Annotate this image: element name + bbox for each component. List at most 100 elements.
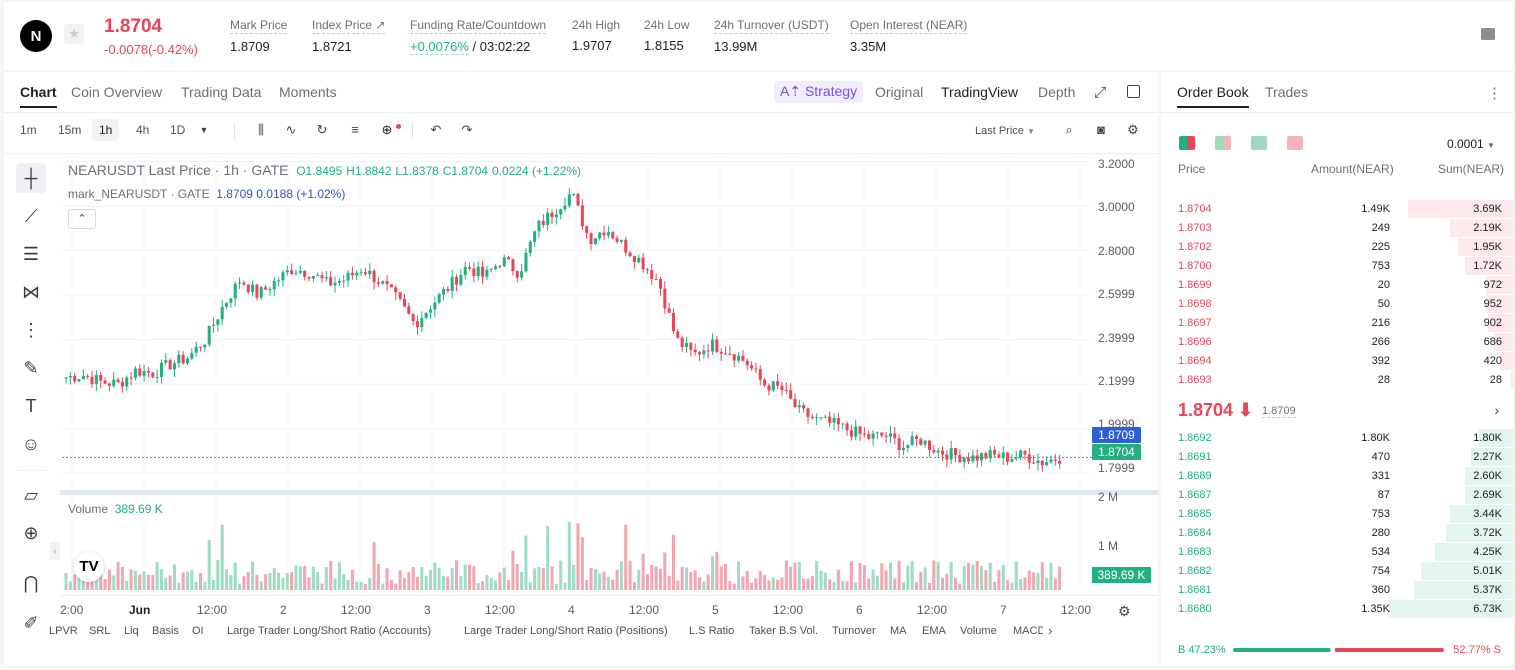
pattern-icon[interactable]: ⋈ [22,281,40,302]
add-indicator-icon[interactable]: ⊕ [381,122,393,137]
ask-row[interactable]: 1.8694 392 420 [1161,352,1513,371]
text-icon[interactable]: T [25,395,37,416]
tab-moments[interactable]: Moments [279,84,337,100]
emoji-icon[interactable]: ☺ [21,433,41,454]
bid-row[interactable]: 1.8687 87 2.69K [1161,486,1513,505]
view-depth[interactable]: Depth [1038,84,1076,100]
bid-row[interactable]: 1.8681 360 5.37K [1161,581,1513,600]
bid-row[interactable]: 1.8680 1.35K 6.73K [1161,600,1513,619]
precision-select[interactable]: 0.0001 ▼ [1447,137,1495,151]
settings-gear-icon[interactable]: ⚙ [1127,122,1139,137]
measure-lines-icon[interactable]: ⋮ [22,319,40,340]
redo-icon[interactable]: ↷ [461,122,473,137]
ask-row[interactable]: 1.8702 225 1.95K [1161,238,1513,257]
favorite-star-icon[interactable]: ★ [64,24,84,44]
fullscreen-icon[interactable]: ⤢ [1094,84,1107,101]
tf-15m[interactable]: 15m [58,123,82,137]
chevron-right-icon[interactable]: › [1494,402,1499,418]
indicator-ema[interactable]: EMA [922,625,946,637]
indicator-ltlsr-accounts[interactable]: Large Trader Long/Short Ratio (Accounts) [227,625,432,637]
indicator-oi[interactable]: OI [192,625,204,637]
indicator-ltlsr-positions[interactable]: Large Trader Long/Short Ratio (Positions… [464,625,668,637]
bid-row[interactable]: 1.8685 753 3.44K [1161,505,1513,524]
indicator-macd[interactable]: MACD [1013,625,1043,637]
price-chart[interactable] [4,72,1158,665]
more-icon[interactable]: ⋮ [1487,85,1502,102]
fib-icon[interactable]: ☰ [22,243,40,264]
chevron-right-icon[interactable]: › [1048,623,1053,638]
tab-order-book[interactable]: Order Book [1177,84,1249,108]
ask-row[interactable]: 1.8700 753 1.72K [1161,257,1513,276]
lock-draw-icon[interactable]: ✐ [23,612,39,633]
tf-4h[interactable]: 4h [136,123,150,137]
tab-trades[interactable]: Trades [1265,84,1309,100]
stat-label[interactable]: Mark Price [230,18,288,34]
stat-label[interactable]: Open Interest (NEAR) [850,18,968,34]
indicator-lpvr[interactable]: LPVR [49,625,78,637]
candle-type-icon[interactable]: ⫼ [258,122,264,137]
tab-chart[interactable]: Chart [20,84,57,108]
tf-1h[interactable]: 1h [92,119,120,141]
ask-row[interactable]: 1.8698 50 952 [1161,295,1513,314]
zoom-in-icon[interactable]: ⊕ [23,522,39,543]
layout-icon[interactable]: ≡ [351,122,359,137]
ask-row[interactable]: 1.8693 28 28 [1161,371,1513,390]
indicator-srl[interactable]: SRL [89,625,111,637]
collapse-toolbar-icon[interactable]: ‹ [50,542,60,560]
book-asks-view-icon[interactable] [1287,136,1303,150]
vol-tick: 2 M [1098,490,1119,504]
undo-icon[interactable]: ↶ [430,122,442,137]
tradingview-logo[interactable]: TV [74,552,104,582]
candle-down [138,368,142,376]
trend-line-icon[interactable]: ⟋ [24,205,38,226]
search-icon[interactable]: ⌕ [1065,122,1073,137]
axis-settings-icon[interactable]: ⚙ [1118,603,1131,619]
indicator-turnover[interactable]: Turnover [832,625,876,637]
bid-row[interactable]: 1.8684 280 3.72K [1161,524,1513,543]
candle-down [680,337,684,348]
indicator-liq[interactable]: Liq [124,625,139,637]
bid-row[interactable]: 1.8692 1.80K 1.80K [1161,429,1513,448]
ask-row[interactable]: 1.8699 20 972 [1161,276,1513,295]
volume-bar [1027,570,1031,590]
bid-row[interactable]: 1.8691 470 2.27K [1161,448,1513,467]
view-original[interactable]: Original [875,84,924,100]
tf-1d[interactable]: 1D [170,123,186,137]
stat-label[interactable]: Funding Rate/Countdown [410,18,547,34]
indicator-volume[interactable]: Volume [960,625,997,637]
strategy-button[interactable]: A⇡ Strategy [774,81,864,103]
window-icon[interactable] [1127,85,1140,98]
tab-trading-data[interactable]: Trading Data [181,84,262,100]
camera-icon[interactable]: ◙ [1097,122,1105,137]
refresh-icon[interactable]: ↻ [316,122,328,137]
ask-row[interactable]: 1.8697 216 902 [1161,314,1513,333]
stat-label[interactable]: Index Price ↗ [312,18,386,34]
book-bids-view-icon[interactable] [1251,136,1267,150]
bid-row[interactable]: 1.8683 534 4.25K [1161,543,1513,562]
ask-row[interactable]: 1.8703 249 2.19K [1161,219,1513,238]
view-tradingview[interactable]: TradingView [941,84,1019,100]
magnet-icon[interactable]: ⋂ [23,572,39,593]
tab-coin-overview[interactable]: Coin Overview [71,84,163,100]
price-type-select[interactable]: Last Price ▼ [975,125,1035,137]
ruler-icon[interactable]: ▱ [24,484,38,505]
indicators-icon[interactable]: ∿ [285,122,297,137]
book-both-view-icon[interactable] [1179,136,1195,150]
indicator-ls-ratio[interactable]: L.S Ratio [689,625,735,637]
ask-row[interactable]: 1.8704 1.49K 3.69K [1161,200,1513,219]
brush-icon[interactable]: ✎ [23,357,39,378]
book-split-view-icon[interactable] [1215,136,1231,150]
bid-row[interactable]: 1.8689 331 2.60K [1161,467,1513,486]
tf-1m[interactable]: 1m [20,123,37,137]
crosshair-icon[interactable]: ┼ [16,163,46,193]
ask-row[interactable]: 1.8696 266 686 [1161,333,1513,352]
indicator-basis[interactable]: Basis [152,625,179,637]
tf-dropdown-icon[interactable]: ▼ [199,125,209,135]
stat-label[interactable]: 24h Turnover (USDT) [714,18,829,34]
collapse-legend-button[interactable]: ⌃ [68,209,96,229]
bid-row[interactable]: 1.8682 754 5.01K [1161,562,1513,581]
indicator-ma[interactable]: MA [890,625,907,637]
pane-separator[interactable] [60,490,1158,495]
indicator-taker-bs[interactable]: Taker B.S Vol. [749,625,819,637]
guide-book-icon[interactable] [1481,28,1495,40]
